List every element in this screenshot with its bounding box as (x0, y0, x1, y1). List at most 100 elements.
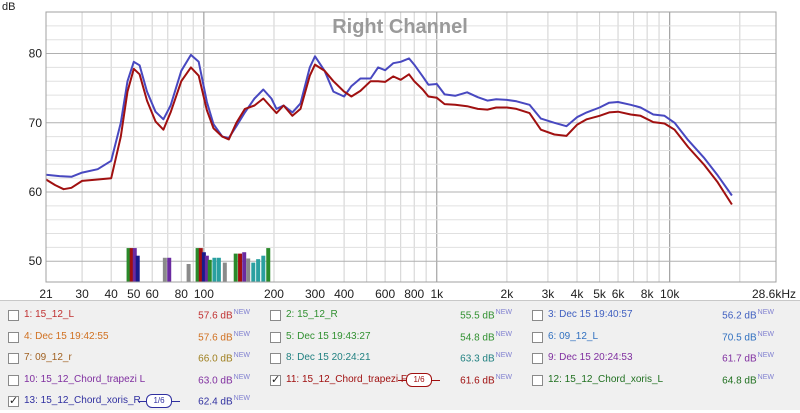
legend-checkbox-1[interactable] (8, 310, 19, 321)
harmonic-bar (129, 248, 134, 282)
legend-label: 7: 09_12_r (24, 352, 72, 363)
legend-label: 9: Dec 15 20:24:53 (548, 352, 633, 363)
x-tick-label: 8k (641, 287, 655, 300)
y-tick-label: 70 (29, 116, 43, 130)
new-badge: NEW (757, 352, 774, 359)
legend-label: 8: Dec 15 20:24:21 (286, 352, 371, 363)
legend-item-11[interactable]: 11: 15_12_Chord_trapezi F1/6 61.6 dBNEW (262, 370, 524, 392)
harmonic-bar (233, 253, 238, 282)
legend-value-group: 63.0 dBNEW (198, 374, 250, 386)
legend-value-group: 62.4 dBNEW (198, 395, 250, 407)
legend-value-group: 64.8 dBNEW (722, 374, 774, 386)
harmonic-bar (132, 248, 137, 282)
legend-checkbox-8[interactable] (270, 353, 281, 364)
legend-item-12[interactable]: 12: 15_12_Chord_xoris_L 64.8 dBNEW (524, 370, 786, 392)
x-tick-label: 28.6kHz (752, 287, 796, 300)
harmonic-bar (256, 259, 261, 282)
legend-label: 3: Dec 15 19:40:57 (548, 309, 633, 320)
harmonic-bar (212, 257, 217, 282)
legend-checkbox-5[interactable] (270, 331, 281, 343)
legend-item-9[interactable]: 9: Dec 15 20:24:53 61.7 dBNEW (524, 348, 786, 370)
legend-value-group: 57.6 dBNEW (198, 331, 250, 343)
x-tick-label: 600 (375, 287, 395, 300)
new-badge: NEW (495, 352, 512, 359)
x-tick-label: 60 (146, 287, 160, 300)
legend-value: 61.6 dB (460, 374, 495, 386)
legend-item-1[interactable]: 1: 15_12_L 57.6 dBNEW (0, 305, 262, 327)
harmonic-bar (251, 262, 256, 282)
smoothing-indicator[interactable]: 1/6 (398, 372, 440, 387)
harmonic-bar (201, 252, 206, 282)
legend-value: 63.0 dB (198, 374, 233, 386)
legend-item-3[interactable]: 3: Dec 15 19:40:57 56.2 dBNEW (524, 305, 786, 327)
legend-checkbox-9[interactable] (532, 353, 543, 364)
legend-label: 1: 15_12_L (24, 309, 75, 320)
x-tick-label: 300 (305, 287, 325, 300)
new-badge: NEW (233, 352, 250, 359)
legend-checkbox-6[interactable] (532, 331, 543, 343)
y-axis-unit-label: dB (2, 1, 15, 13)
legend-checkbox-10[interactable] (8, 374, 19, 386)
x-tick-label: 200 (264, 287, 284, 300)
legend-checkbox-12[interactable] (532, 374, 543, 386)
harmonic-bar (167, 257, 172, 282)
legend-checkbox-11[interactable] (270, 373, 281, 386)
harmonic-bar (216, 257, 221, 282)
harmonic-bar (261, 255, 266, 282)
harmonic-bar (222, 262, 227, 282)
legend-value-group: 55.5 dBNEW (460, 309, 512, 321)
legend-item-4[interactable]: 4: Dec 15 19:42:55 57.6 dBNEW (0, 327, 262, 349)
legend-value: 66.0 dB (198, 353, 233, 365)
legend-value: 64.8 dB (722, 374, 757, 386)
new-badge: NEW (233, 309, 250, 316)
harmonic-bar (207, 259, 212, 282)
harmonic-bar (204, 255, 209, 282)
chart-title: Right Channel (332, 16, 468, 38)
legend-item-6[interactable]: 6: 09_12_L 70.5 dBNEW (524, 327, 786, 349)
legend-value-group: 57.6 dBNEW (198, 309, 250, 321)
legend-item-13[interactable]: 13: 15_12_Chord_xoris_R1/6 62.4 dBNEW (0, 391, 262, 413)
new-badge: NEW (757, 309, 774, 316)
legend-value: 57.6 dB (198, 331, 233, 343)
legend-item-2[interactable]: 2: 15_12_R 55.5 dBNEW (262, 305, 524, 327)
legend-checkbox-7[interactable] (8, 353, 19, 364)
measurement-legend-panel: 1: 15_12_L 57.6 dBNEW 2: 15_12_R 55.5 dBNEW… (0, 300, 800, 410)
harmonic-bar (135, 255, 140, 282)
legend-item-5[interactable]: 5: Dec 15 19:43:27 54.8 dBNEW (262, 327, 524, 349)
x-tick-label: 40 (105, 287, 119, 300)
x-tick-label: 100 (194, 287, 214, 300)
legend-value-group: 61.6 dBNEW (460, 374, 512, 386)
x-tick-label: 1k (430, 287, 444, 300)
legend-checkbox-2[interactable] (270, 310, 281, 321)
legend-checkbox-3[interactable] (532, 310, 543, 321)
harmonic-bar (162, 257, 167, 282)
new-badge: NEW (233, 330, 250, 338)
x-tick-label: 6k (612, 287, 626, 300)
new-badge: NEW (757, 373, 774, 381)
harmonic-bar (186, 264, 191, 282)
x-tick-label: 5k (593, 287, 607, 300)
y-tick-label: 80 (29, 47, 43, 61)
x-tick-label: 21 (39, 287, 53, 300)
new-badge: NEW (757, 330, 774, 338)
legend-value-group: 54.8 dBNEW (460, 331, 512, 343)
legend-label: 13: 15_12_Chord_xoris_R (24, 395, 141, 406)
legend-label: 10: 15_12_Chord_trapezi L (24, 373, 146, 385)
legend-checkbox-13[interactable] (8, 394, 19, 407)
legend-item-10[interactable]: 10: 15_12_Chord_trapezi L 63.0 dBNEW (0, 370, 262, 392)
legend-label: 4: Dec 15 19:42:55 (24, 330, 109, 342)
legend-label: 11: 15_12_Chord_trapezi F (286, 373, 408, 385)
legend-value: 56.2 dB (722, 310, 757, 322)
harmonic-bar (198, 248, 203, 282)
chart-canvas[interactable]: 21 30 40 50 60 80 100 200 300 400 600 800 1k 2k 3k 4k 5k… (0, 0, 800, 301)
x-tick-label: 10k (660, 287, 680, 300)
x-tick-label: 4k (571, 287, 585, 300)
legend-value: 54.8 dB (460, 331, 495, 343)
harmonic-bar (238, 253, 243, 282)
legend-value: 57.6 dB (198, 310, 233, 322)
legend-item-8[interactable]: 8: Dec 15 20:24:21 63.3 dBNEW (262, 348, 524, 370)
smoothing-indicator[interactable]: 1/6 (138, 394, 180, 408)
plot-frame (45, 11, 777, 283)
legend-checkbox-4[interactable] (8, 331, 19, 343)
legend-item-7[interactable]: 7: 09_12_r 66.0 dBNEW (0, 348, 262, 370)
